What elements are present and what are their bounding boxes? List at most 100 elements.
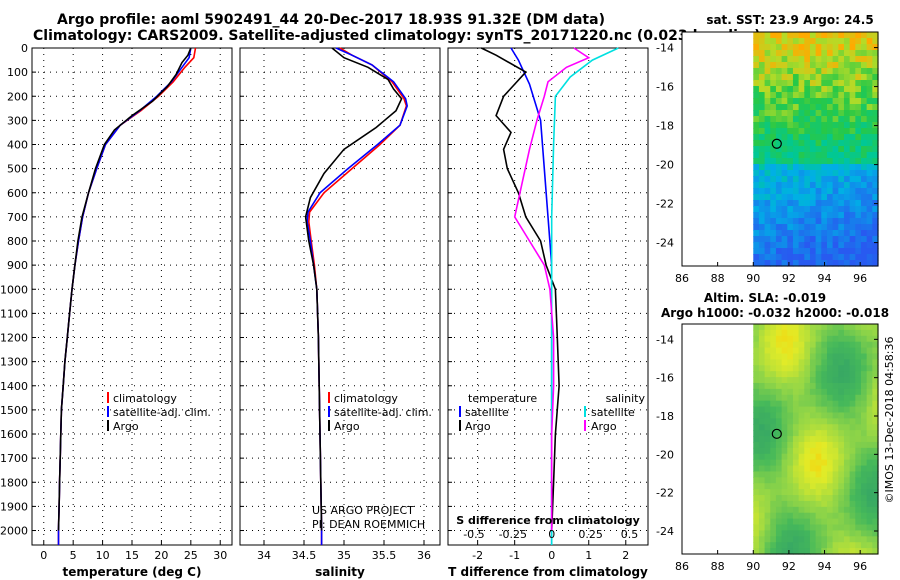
sla-map-cell xyxy=(764,406,771,414)
sla-map-cell xyxy=(872,400,879,408)
sst-map-cell xyxy=(804,170,811,177)
sla-map-cell xyxy=(758,353,766,360)
sla-map-cell xyxy=(832,412,839,419)
sla-map-cell xyxy=(832,447,839,455)
sla-map-cell xyxy=(787,341,794,349)
sst-map-cell xyxy=(860,236,868,243)
sla-map-cell xyxy=(764,359,771,366)
sla-map-title: Altim. SLA: -0.019 xyxy=(704,291,826,305)
sst-map-cell xyxy=(866,212,873,219)
sst-map-cell xyxy=(838,140,845,147)
sst-map-cell xyxy=(826,176,834,183)
sla-map-cell xyxy=(787,382,794,390)
sla-map-cell xyxy=(855,506,862,514)
sst-map-cell xyxy=(798,158,805,165)
sla-map-cell xyxy=(832,536,839,543)
sla-map-cell xyxy=(770,500,777,508)
sst-map-cell xyxy=(838,68,845,75)
sla-map-cell xyxy=(758,329,766,337)
sst-map-cell xyxy=(764,158,771,165)
sst-map-cell xyxy=(798,86,805,93)
sst-map-cell xyxy=(787,236,794,243)
sst-map-cell xyxy=(758,170,766,177)
sst-map-cell xyxy=(855,188,862,195)
sst-map-cell xyxy=(821,212,828,219)
sst-map-cell xyxy=(872,86,879,93)
sst-map-cell xyxy=(792,116,800,123)
sst-map-cell xyxy=(849,92,856,99)
sla-map-cell xyxy=(804,406,811,414)
sla-map-cell xyxy=(832,500,839,508)
sla-map-cell xyxy=(792,418,800,425)
sst-map-cell xyxy=(764,56,771,63)
sst-map-cell xyxy=(838,116,845,123)
sla-map-cell xyxy=(815,388,822,396)
sla-map-cell xyxy=(849,512,856,520)
sla-map-cell xyxy=(866,459,873,467)
sst-map-cell xyxy=(764,200,771,207)
sst-map-cell xyxy=(872,110,879,117)
sst-map-cell xyxy=(815,80,822,87)
sst-map-cell xyxy=(804,242,811,249)
sla-map-cell xyxy=(804,524,811,532)
sst-map-cell xyxy=(792,212,800,219)
temperature-profile-series-argo xyxy=(57,47,192,531)
sst-map-cell xyxy=(753,80,760,87)
sst-map-cell xyxy=(849,236,856,243)
sst-map-cell xyxy=(809,32,817,39)
sla-map-cell xyxy=(872,512,879,520)
sst-map-cell xyxy=(809,230,817,237)
sst-map-cell xyxy=(764,224,771,231)
sla-map-cell xyxy=(872,530,879,537)
sst-map-cell xyxy=(855,122,862,129)
sst-map-cell xyxy=(775,116,783,123)
sst-map-cell xyxy=(849,206,856,213)
sst-map-cell xyxy=(821,134,828,141)
sla-map-cell xyxy=(826,388,834,396)
sst-map-cell xyxy=(809,200,817,207)
sla-map-cell xyxy=(792,548,800,555)
sla-map-cell xyxy=(787,424,794,431)
sst-map-cell xyxy=(849,86,856,93)
sla-map-cell xyxy=(821,459,828,467)
sst-map-cell xyxy=(804,206,811,213)
sst-map-cell xyxy=(826,92,834,99)
sst-map-cell xyxy=(787,38,794,45)
sst-map-cell xyxy=(866,122,873,129)
sst-map-cell xyxy=(770,182,777,189)
sst-map-cell xyxy=(821,164,828,171)
sla-map-cell xyxy=(855,335,862,343)
sst-map-cell xyxy=(866,236,873,243)
sst-map-cell xyxy=(849,242,856,249)
sst-map-cell xyxy=(832,116,839,123)
sla-map-cell xyxy=(770,512,777,520)
sst-map-cell xyxy=(838,224,845,231)
sla-map-cell xyxy=(792,489,800,496)
sst-map-cell xyxy=(787,140,794,147)
sla-map-cell xyxy=(815,477,822,484)
sst-map-cell xyxy=(758,38,766,45)
sla-map-cell xyxy=(798,412,805,419)
sst-map-cell xyxy=(787,32,794,39)
sla-map-cell xyxy=(775,329,783,337)
sla-map-ytick-label: -22 xyxy=(656,487,674,500)
sla-map-cell xyxy=(764,382,771,390)
sla-map-cell xyxy=(838,447,845,455)
sla-map-cell xyxy=(843,512,851,520)
sla-map-cell xyxy=(838,477,845,484)
sla-map-cell xyxy=(753,465,760,473)
temperature-profile-ytick-label: 100 xyxy=(7,66,28,79)
sla-map-cell xyxy=(838,500,845,508)
sla-map-cell xyxy=(826,524,834,532)
sst-map-cell xyxy=(809,152,817,159)
sla-map-cell xyxy=(838,406,845,414)
sst-map-cell xyxy=(832,68,839,75)
sst-map-cell xyxy=(821,254,828,261)
sst-map-cell xyxy=(826,68,834,75)
sla-map-cell xyxy=(758,436,766,443)
sst-map-cell xyxy=(787,230,794,237)
sst-map-cell xyxy=(792,104,800,111)
sst-map-cell xyxy=(781,80,788,87)
sst-map-cell xyxy=(866,56,873,63)
sst-map-cell xyxy=(838,188,845,195)
